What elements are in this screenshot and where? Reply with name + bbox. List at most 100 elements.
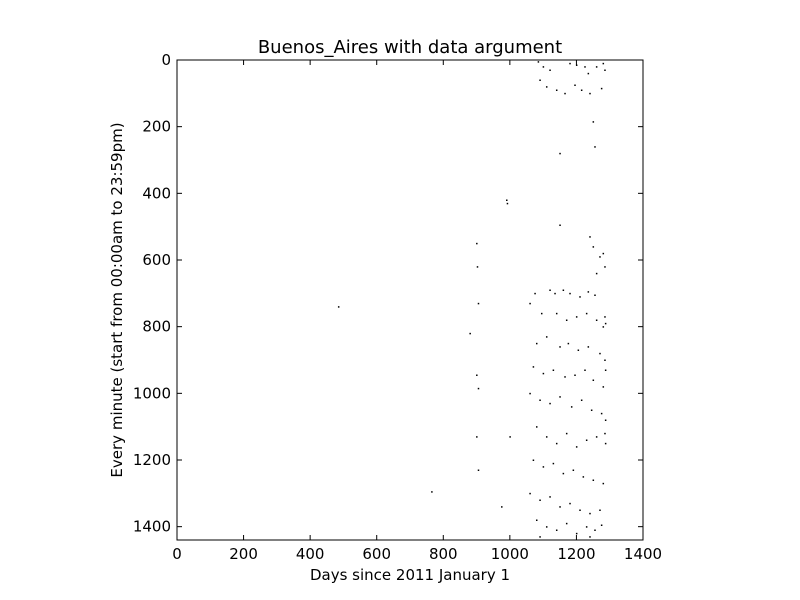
data-point bbox=[592, 246, 595, 248]
data-point bbox=[555, 442, 558, 445]
data-point bbox=[534, 292, 536, 295]
data-point bbox=[535, 342, 538, 345]
data-point bbox=[559, 152, 561, 155]
data-point bbox=[589, 92, 591, 95]
data-point bbox=[552, 369, 555, 371]
data-point bbox=[477, 302, 480, 305]
data-point bbox=[589, 236, 591, 238]
data-point bbox=[555, 312, 558, 315]
data-point bbox=[559, 346, 561, 348]
x-axis-ticks: 0 200 400 600 800 1000 1200 1400 bbox=[172, 60, 662, 563]
data-point bbox=[476, 374, 478, 376]
data-point bbox=[565, 319, 568, 321]
y-tick-label: 0 bbox=[161, 51, 171, 69]
data-point bbox=[564, 92, 566, 95]
data-point bbox=[602, 386, 605, 388]
data-point bbox=[585, 312, 588, 315]
data-point bbox=[542, 466, 545, 468]
y-tick-label: 600 bbox=[142, 251, 171, 269]
data-point bbox=[595, 272, 598, 275]
data-point bbox=[559, 506, 561, 508]
x-tick-label: 400 bbox=[296, 545, 325, 563]
x-tick-label: 1000 bbox=[491, 545, 529, 563]
data-point bbox=[542, 372, 545, 375]
plot-frame bbox=[176, 59, 644, 541]
data-point bbox=[554, 292, 556, 295]
data-point bbox=[501, 506, 503, 508]
data-point bbox=[572, 469, 575, 471]
data-point bbox=[602, 252, 605, 255]
data-point bbox=[469, 332, 471, 335]
data-point bbox=[604, 432, 606, 435]
y-tick-label: 400 bbox=[142, 184, 171, 202]
data-point bbox=[562, 289, 565, 291]
data-point bbox=[589, 536, 591, 538]
data-point bbox=[595, 319, 598, 321]
data-point bbox=[594, 529, 596, 531]
y-tick-label: 1400 bbox=[133, 518, 171, 536]
x-tick-label: 0 bbox=[172, 545, 182, 563]
data-point bbox=[562, 472, 565, 475]
data-point bbox=[580, 89, 583, 91]
chart-title: Buenos_Aires with data argument bbox=[258, 37, 562, 58]
x-tick-label: 1400 bbox=[624, 545, 662, 563]
data-point bbox=[602, 326, 605, 328]
data-point bbox=[592, 121, 595, 123]
data-point bbox=[595, 436, 598, 438]
data-point bbox=[564, 376, 566, 378]
data-point bbox=[549, 496, 551, 498]
y-tick-label: 200 bbox=[142, 118, 171, 136]
data-point bbox=[604, 316, 606, 318]
data-point bbox=[594, 294, 596, 296]
plot-area bbox=[176, 59, 644, 541]
data-point bbox=[476, 242, 478, 245]
data-point bbox=[604, 359, 606, 361]
data-point bbox=[567, 342, 570, 345]
data-point bbox=[579, 296, 581, 298]
data-point bbox=[604, 419, 607, 421]
data-point bbox=[602, 62, 605, 65]
data-point bbox=[549, 69, 551, 71]
data-point bbox=[549, 402, 551, 405]
data-point bbox=[569, 292, 571, 295]
data-point bbox=[587, 291, 590, 293]
data-point bbox=[532, 459, 535, 461]
data-point bbox=[604, 266, 606, 268]
data-point bbox=[477, 387, 480, 390]
data-point bbox=[577, 349, 580, 351]
data-point bbox=[592, 379, 595, 381]
data-point bbox=[599, 256, 601, 258]
data-point bbox=[575, 446, 578, 448]
data-point bbox=[540, 312, 543, 315]
data-point bbox=[506, 199, 508, 201]
data-point bbox=[590, 409, 593, 411]
data-point bbox=[506, 202, 509, 205]
data-point bbox=[555, 529, 558, 531]
x-tick-label: 600 bbox=[362, 545, 391, 563]
y-tick-label: 1200 bbox=[133, 451, 171, 469]
data-point bbox=[575, 316, 578, 318]
data-point bbox=[535, 519, 538, 521]
data-point bbox=[570, 406, 573, 408]
x-axis-label: Days since 2011 January 1 bbox=[310, 566, 510, 584]
data-point bbox=[545, 336, 548, 338]
data-point bbox=[537, 61, 540, 63]
data-point bbox=[584, 369, 586, 371]
data-point bbox=[542, 66, 545, 68]
data-point bbox=[539, 399, 541, 401]
data-point bbox=[599, 352, 601, 355]
data-point bbox=[565, 432, 568, 435]
data-point bbox=[587, 72, 590, 75]
data-point bbox=[580, 399, 583, 401]
data-point bbox=[565, 522, 568, 525]
data-point bbox=[599, 509, 601, 511]
data-point bbox=[584, 66, 586, 68]
data-point bbox=[555, 89, 558, 91]
data-point bbox=[545, 526, 548, 528]
data-point bbox=[552, 462, 555, 465]
data-point bbox=[529, 392, 531, 395]
data-point bbox=[431, 491, 433, 493]
data-points bbox=[337, 61, 607, 538]
data-point bbox=[535, 426, 538, 428]
data-point bbox=[604, 442, 607, 445]
